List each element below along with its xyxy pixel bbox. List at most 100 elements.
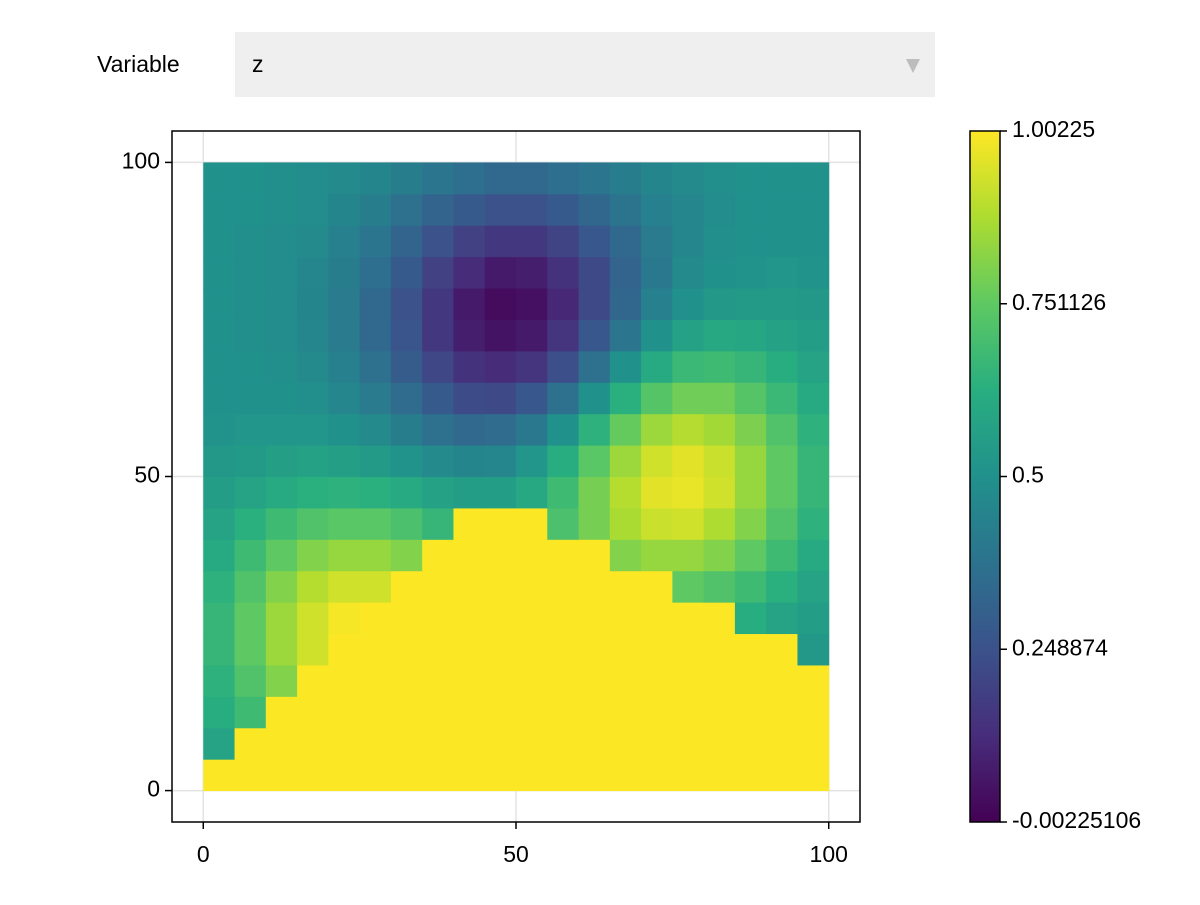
heatmap-cell bbox=[797, 445, 830, 477]
heatmap-cell bbox=[641, 193, 673, 226]
dropdown-value[interactable]: z bbox=[252, 51, 264, 77]
dropdown-arrow[interactable] bbox=[906, 59, 920, 73]
heatmap-cell bbox=[797, 162, 830, 195]
heatmap-cell bbox=[265, 413, 298, 446]
heatmap-cell bbox=[641, 288, 673, 320]
heatmap-cell bbox=[797, 602, 830, 635]
heatmap-cell bbox=[484, 759, 517, 792]
heatmap-cell bbox=[609, 570, 642, 603]
heatmap-cell bbox=[734, 350, 767, 383]
heatmap-cell bbox=[390, 162, 423, 195]
heatmap-cell bbox=[328, 539, 361, 572]
heatmap-cell bbox=[547, 727, 580, 760]
dropdown[interactable]: z bbox=[235, 32, 935, 97]
heatmap-cell bbox=[672, 445, 705, 477]
heatmap-cell bbox=[797, 319, 830, 352]
x-tick-label: 100 bbox=[810, 841, 848, 867]
heatmap-cell bbox=[297, 507, 329, 540]
heatmap-cell bbox=[453, 225, 486, 258]
heatmap-cell bbox=[234, 413, 267, 446]
heatmap-cell bbox=[328, 507, 361, 540]
heatmap-cell bbox=[734, 162, 767, 195]
heatmap-cell bbox=[234, 193, 267, 226]
heatmap-cell bbox=[359, 696, 392, 729]
heatmap-cell bbox=[609, 633, 642, 666]
heatmap-cell bbox=[797, 664, 830, 697]
heatmap-cell bbox=[234, 382, 267, 415]
heatmap-cell bbox=[265, 256, 298, 289]
heatmap-cell bbox=[328, 445, 361, 477]
heatmap-cell bbox=[672, 162, 705, 195]
heatmap-cell bbox=[578, 602, 611, 635]
heatmap-cell bbox=[609, 319, 642, 352]
heatmap-cell bbox=[359, 664, 392, 697]
heatmap-cell bbox=[578, 727, 611, 760]
heatmap-cell bbox=[703, 539, 736, 572]
heatmap-cell bbox=[390, 570, 423, 603]
heatmap-cell bbox=[203, 507, 236, 540]
heatmap-cell bbox=[359, 413, 392, 446]
heatmap-cell bbox=[641, 162, 673, 195]
heatmap-cell bbox=[359, 445, 392, 477]
heatmap-cell bbox=[390, 696, 423, 729]
heatmap-cell bbox=[390, 664, 423, 697]
heatmap-cell bbox=[547, 225, 580, 258]
heatmap-cell bbox=[453, 602, 486, 635]
heatmap-cell bbox=[203, 602, 236, 635]
heatmap-cell bbox=[234, 633, 267, 666]
heatmap-cell bbox=[516, 382, 548, 415]
heatmap-cell bbox=[234, 727, 267, 760]
heatmap-cell bbox=[703, 727, 736, 760]
heatmap-cell bbox=[703, 382, 736, 415]
dropdown-box[interactable] bbox=[235, 32, 935, 97]
heatmap-cell bbox=[641, 727, 673, 760]
heatmap-cell bbox=[578, 570, 611, 603]
heatmap-cell bbox=[547, 507, 580, 540]
heatmap-cell bbox=[297, 570, 329, 603]
heatmap-cell bbox=[578, 256, 611, 289]
heatmap-cell bbox=[422, 476, 454, 509]
heatmap-cell bbox=[234, 350, 267, 383]
heatmap-cell bbox=[297, 319, 329, 352]
heatmap-cell bbox=[328, 476, 361, 509]
heatmap-cell bbox=[516, 507, 548, 540]
heatmap-cell bbox=[234, 759, 267, 792]
heatmap-cell bbox=[641, 350, 673, 383]
heatmap-cell bbox=[578, 633, 611, 666]
heatmap-cell bbox=[578, 759, 611, 792]
plot-area bbox=[172, 131, 860, 822]
heatmap-cell bbox=[265, 350, 298, 383]
heatmap-cell bbox=[359, 539, 392, 572]
heatmap-cell bbox=[672, 476, 705, 509]
heatmap-cell bbox=[547, 193, 580, 226]
heatmap-cell bbox=[734, 193, 767, 226]
heatmap-cell bbox=[641, 570, 673, 603]
heatmap-cell bbox=[516, 350, 548, 383]
heatmap-cell bbox=[578, 664, 611, 697]
heatmap-cell bbox=[422, 696, 454, 729]
heatmap-cell bbox=[484, 319, 517, 352]
heatmap-cell bbox=[703, 319, 736, 352]
y-tick-label: 0 bbox=[147, 776, 160, 802]
heatmap-cell bbox=[265, 633, 298, 666]
heatmap-cell bbox=[609, 225, 642, 258]
heatmap-cell bbox=[578, 476, 611, 509]
heatmap-cell bbox=[797, 413, 830, 446]
heatmap-cell bbox=[703, 288, 736, 320]
heatmap-cell bbox=[359, 225, 392, 258]
heatmap-cell bbox=[484, 382, 517, 415]
heatmap-cell bbox=[578, 162, 611, 195]
heatmap-cell bbox=[797, 288, 830, 320]
heatmap-cell bbox=[703, 633, 736, 666]
heatmap-cell bbox=[453, 570, 486, 603]
heatmap-cell bbox=[641, 539, 673, 572]
heatmap-cell bbox=[547, 570, 580, 603]
heatmap-cell bbox=[390, 759, 423, 792]
heatmap-cell bbox=[422, 602, 454, 635]
heatmap-cell bbox=[734, 759, 767, 792]
heatmap-cell bbox=[547, 602, 580, 635]
heatmap-cell bbox=[328, 193, 361, 226]
heatmap-cell bbox=[672, 633, 705, 666]
heatmap-cell bbox=[234, 507, 267, 540]
heatmap-cell bbox=[265, 162, 298, 195]
